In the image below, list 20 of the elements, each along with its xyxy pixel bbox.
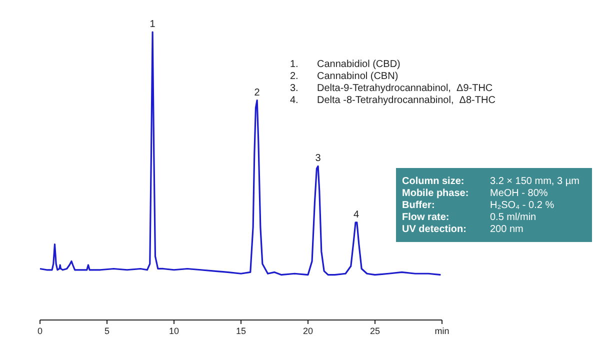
x-tick-label: 10 [168, 326, 180, 336]
text: 4. Delta -8-Tetrahydrocannabinol, Δ8-THC [290, 95, 496, 106]
x-tick-label: min [434, 326, 450, 336]
text: Mobile phase: MeOH - 80% [402, 188, 548, 199]
text: 2. Cannabinol (CBN) [290, 71, 398, 82]
text: 1. Cannabidiol (CBD) [290, 59, 400, 70]
text: Flow rate: 0.5 ml/min [402, 212, 536, 223]
x-tick-label: 15 [236, 326, 246, 336]
annotation: 3 [315, 153, 322, 164]
x-tick-label: 5 [104, 326, 110, 336]
text: 3. Delta-9-Tetrahydrocannabinol, Δ9-THC [290, 83, 493, 94]
annotation: 2 [254, 87, 260, 98]
x-tick-label: 25 [370, 326, 380, 336]
x-tick-label: 20 [302, 326, 314, 336]
text: Column size: 3.2 × 150 mm, 3 µm [402, 176, 580, 187]
annotation: 4 [353, 209, 360, 220]
text: Buffer: H₂SO₄ - 0.2 % [402, 200, 554, 211]
text: UV detection: 200 nm [402, 224, 524, 235]
annotation: 1 [150, 19, 156, 30]
x-tick-label: 0 [37, 326, 43, 336]
